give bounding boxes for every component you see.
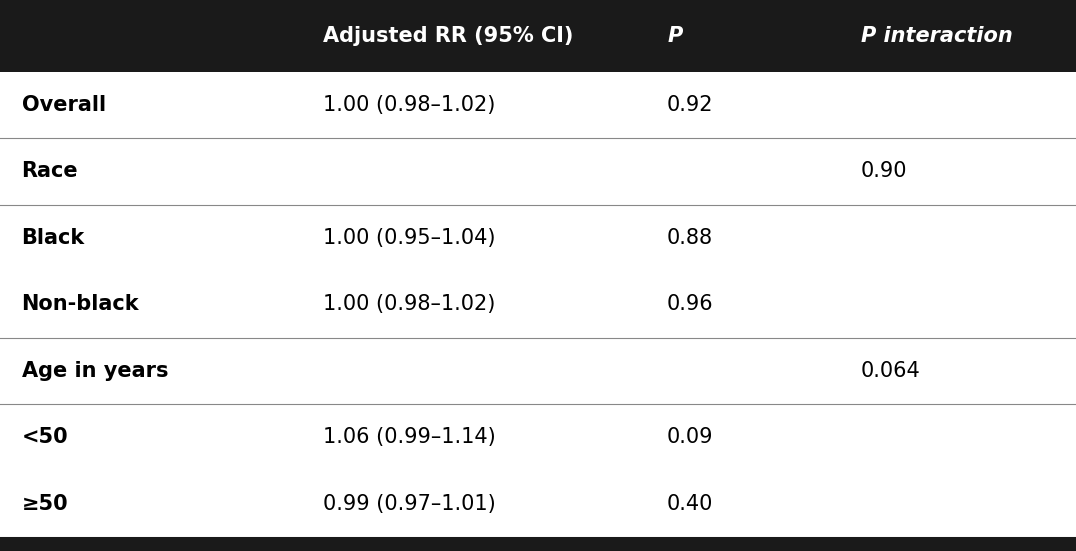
Text: Age in years: Age in years [22, 361, 168, 381]
Text: 1.00 (0.98–1.02): 1.00 (0.98–1.02) [323, 294, 495, 315]
Text: 0.96: 0.96 [667, 294, 713, 315]
Text: 1.00 (0.95–1.04): 1.00 (0.95–1.04) [323, 228, 495, 248]
Text: 0.99 (0.97–1.01): 0.99 (0.97–1.01) [323, 494, 496, 514]
Bar [0, 0, 1076, 72]
Text: Race: Race [22, 161, 79, 181]
Text: 1.06 (0.99–1.14): 1.06 (0.99–1.14) [323, 428, 496, 447]
Text: 0.09: 0.09 [667, 428, 713, 447]
Text: Non-black: Non-black [22, 294, 139, 315]
Text: 0.88: 0.88 [667, 228, 713, 248]
Text: Black: Black [22, 228, 85, 248]
Text: Overall: Overall [22, 95, 105, 115]
Text: <50: <50 [22, 428, 68, 447]
Text: P: P [667, 26, 682, 46]
Text: P interaction: P interaction [861, 26, 1013, 46]
Bar [0, 537, 1076, 551]
Text: ≥50: ≥50 [22, 494, 68, 514]
Text: 0.90: 0.90 [861, 161, 907, 181]
Text: 0.064: 0.064 [861, 361, 921, 381]
Text: Adjusted RR (95% CI): Adjusted RR (95% CI) [323, 26, 574, 46]
Text: 0.40: 0.40 [667, 494, 713, 514]
Text: 0.92: 0.92 [667, 95, 713, 115]
Text: 1.00 (0.98–1.02): 1.00 (0.98–1.02) [323, 95, 495, 115]
